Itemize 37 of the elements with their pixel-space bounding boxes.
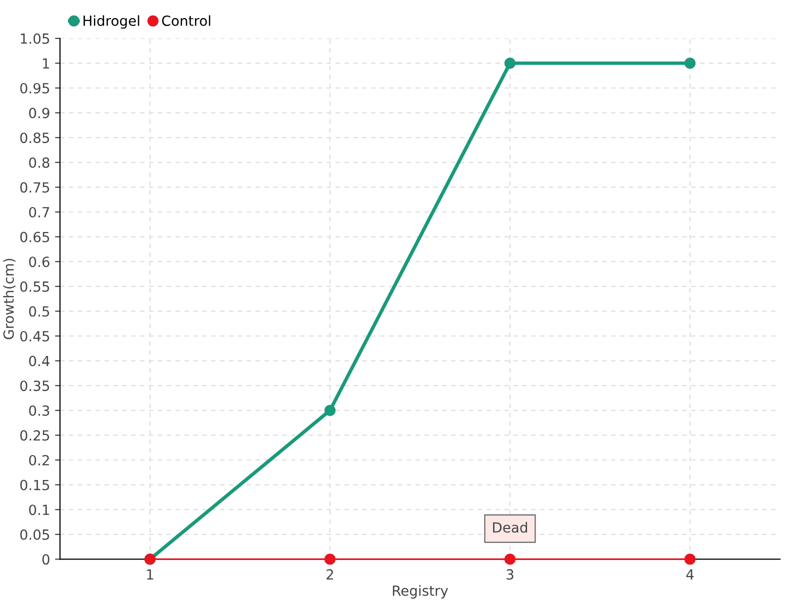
x-tick-label: 4 bbox=[686, 569, 694, 580]
point bbox=[324, 554, 336, 565]
y-tick-label: 0.65 bbox=[20, 232, 50, 242]
y-tick-label: 0.2 bbox=[29, 454, 49, 466]
annotation: Dead bbox=[493, 522, 528, 533]
point bbox=[324, 404, 336, 416]
y-tick-label: 1 bbox=[42, 58, 49, 68]
x-tick-label: 1 bbox=[147, 569, 154, 580]
y-tick-label: 0.3 bbox=[29, 405, 50, 416]
y-tick-label: 0.45 bbox=[20, 330, 50, 342]
y-tick-label: 0.55 bbox=[20, 281, 50, 292]
y-axis-title: Growth(cm) bbox=[3, 258, 16, 340]
y-tick-label: 0.35 bbox=[20, 380, 50, 392]
y-tick-label: 0.25 bbox=[20, 430, 50, 441]
legend-label: Hidrogel bbox=[84, 15, 140, 29]
y-tick-label: 0.1 bbox=[29, 504, 49, 516]
x-tick-label: 2 bbox=[326, 569, 334, 580]
y-tick-label: 0.4 bbox=[29, 356, 50, 366]
point bbox=[504, 554, 516, 565]
y-tick-label: 0.6 bbox=[29, 256, 50, 268]
y-tick-label: 0.5 bbox=[29, 306, 50, 317]
point bbox=[684, 58, 696, 69]
x-axis-title: Registry bbox=[392, 585, 448, 599]
point bbox=[504, 58, 516, 69]
x-tick-label: 3 bbox=[506, 569, 514, 580]
y-tick-label: 0.8 bbox=[29, 157, 50, 168]
point bbox=[684, 554, 696, 565]
y-tick-label: 0.7 bbox=[29, 206, 50, 218]
y-tick-label: 0.05 bbox=[20, 529, 50, 540]
y-tick-label: 0.9 bbox=[29, 108, 50, 118]
y-tick-label: 1.05 bbox=[20, 33, 50, 44]
y-tick-label: 0 bbox=[42, 554, 50, 565]
y-tick-label: 0.75 bbox=[20, 182, 50, 193]
y-tick-label: 0.15 bbox=[20, 480, 50, 490]
y-tick-label: 0.85 bbox=[20, 132, 50, 144]
y-tick-label: 0.95 bbox=[20, 82, 50, 94]
legend-label: Control bbox=[162, 15, 210, 26]
